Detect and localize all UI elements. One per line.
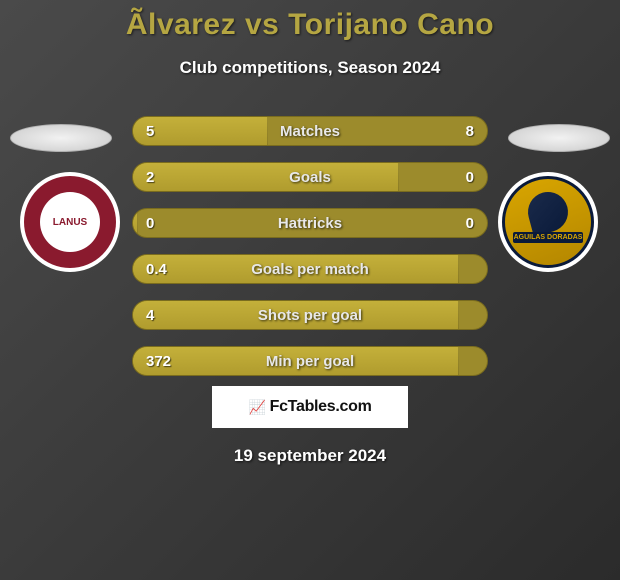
date-label: 19 september 2024 — [0, 446, 620, 466]
stat-label: Goals per match — [132, 254, 488, 284]
stat-bar-row: 372Min per goal — [132, 346, 488, 376]
comparison-infographic: Ãlvarez vs Torijano Cano Club competitio… — [0, 0, 620, 580]
aguilas-badge-band: AGUILAS DORADAS — [513, 232, 583, 243]
stat-bar-row: 58Matches — [132, 116, 488, 146]
stat-label: Shots per goal — [132, 300, 488, 330]
stat-label: Hattricks — [132, 208, 488, 238]
stat-label: Goals — [132, 162, 488, 192]
watermark: 📈 FcTables.com — [212, 386, 408, 428]
stat-label: Matches — [132, 116, 488, 146]
stat-bar-row: 4Shots per goal — [132, 300, 488, 330]
lanus-badge-ring: LANUS — [24, 176, 116, 268]
team-logo-left: LANUS — [20, 172, 120, 272]
stat-bar-row: 0.4Goals per match — [132, 254, 488, 284]
team-logo-right: AGUILAS DORADAS — [498, 172, 598, 272]
watermark-text: FcTables.com — [270, 398, 372, 416]
stat-bar-row: 20Goals — [132, 162, 488, 192]
aguilas-badge-outer: AGUILAS DORADAS — [502, 176, 594, 268]
stat-label: Min per goal — [132, 346, 488, 376]
aguilas-bird-icon — [524, 188, 573, 237]
stat-bar-row: 00Hattricks — [132, 208, 488, 238]
chart-icon: 📈 — [248, 399, 265, 416]
lanus-badge-outer: LANUS — [20, 172, 120, 272]
title: Ãlvarez vs Torijano Cano — [0, 8, 620, 42]
player-platform-left — [10, 124, 112, 152]
lanus-badge-inner: LANUS — [40, 192, 100, 252]
stat-bars: 58Matches 20Goals 00Hattricks 0.4Goals per … — [132, 116, 488, 392]
player-platform-right — [508, 124, 610, 152]
subtitle: Club competitions, Season 2024 — [0, 58, 620, 78]
main-area: LANUS AGUILAS DORADAS 58Matches 20Goals 00… — [0, 116, 620, 376]
